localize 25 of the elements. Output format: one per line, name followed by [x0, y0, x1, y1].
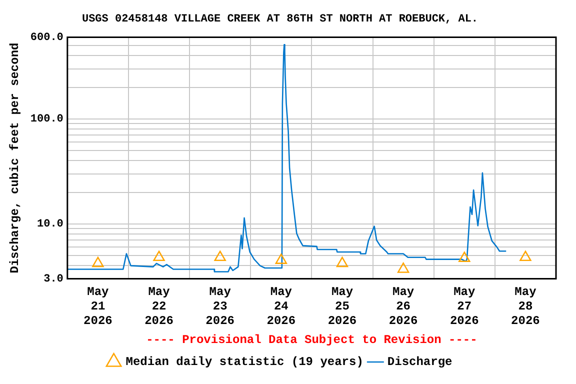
y-tick-label: 10.0: [37, 218, 64, 231]
point: [397, 262, 410, 273]
text: ---- Provisional Data Subject to Revision ----: [146, 333, 478, 348]
point: [520, 250, 532, 262]
point: [153, 250, 165, 262]
y-tick-label: 600.0: [30, 32, 64, 44]
x-tick-label: May 26 2026: [388, 285, 418, 328]
point: [458, 252, 470, 262]
x-tick-label: May 28 2026: [511, 285, 540, 328]
x-tick-label: May 21 2026: [84, 285, 112, 328]
x-tick-label: May 27 2026: [450, 285, 479, 328]
y-tick-label: 3.0: [44, 274, 64, 286]
y-tick-label: 100.0: [30, 114, 64, 126]
point: [336, 256, 348, 268]
chart-title: USGS 02458148 VILLAGE CREEK AT 86TH ST NORTH AT ROEBUCK, AL.: [82, 13, 478, 26]
legend-label: Discharge: [387, 355, 452, 370]
x-tick-label: May 23 2026: [206, 285, 234, 328]
x-tick-label: May 25 2026: [328, 285, 357, 328]
x-tick-label: May 22 2026: [144, 285, 174, 328]
legend-label: Median daily statistic (19 years): [126, 355, 364, 370]
point: [92, 256, 104, 268]
point: [214, 250, 226, 262]
y-axis-title: Discharge, cubic feet per second: [8, 42, 22, 274]
point: [275, 254, 288, 264]
x-tick-label: May 24 2026: [266, 285, 296, 328]
